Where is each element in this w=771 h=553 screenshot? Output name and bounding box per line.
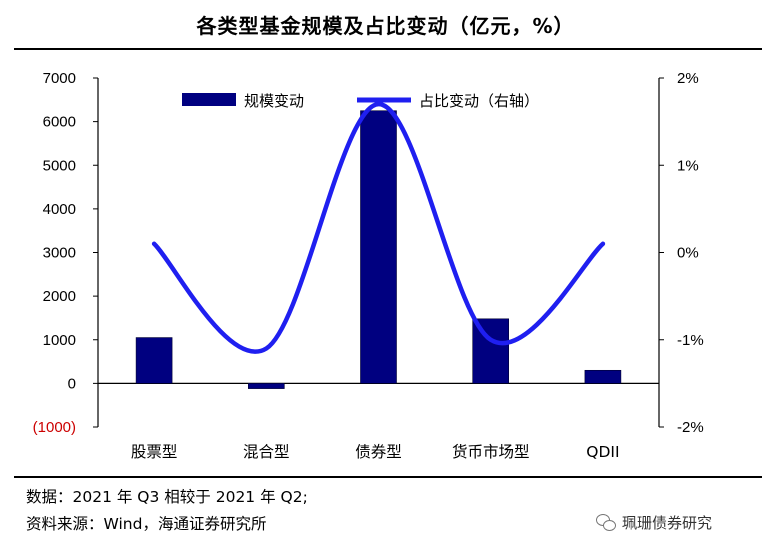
bar-2 <box>248 383 285 389</box>
right-axis-tick-label: 2% <box>677 70 699 87</box>
category-label-1: 股票型 <box>131 443 178 461</box>
left-axis-tick-label: 0 <box>68 375 76 392</box>
chart-title: 各类型基金规模及占比变动（亿元，%） <box>196 14 575 38</box>
left-axis-tick-label: (1000) <box>33 419 76 436</box>
right-axis-tick-label: 1% <box>677 157 699 174</box>
left-axis-tick-label: 2000 <box>43 288 76 305</box>
right-axis-tick-label: -1% <box>677 332 704 349</box>
top-rule <box>14 48 762 50</box>
right-axis-tick-label: -2% <box>677 419 704 436</box>
left-axis-tick-label: 5000 <box>43 157 76 174</box>
category-label-5: QDII <box>586 443 619 461</box>
combo-chart: 7000 6000 5000 4000 3000 2000 1000 0 (1000) 2% 1% 0… <box>33 70 704 461</box>
watermark-text: 珮珊债券研究 <box>622 513 713 532</box>
left-axis-tick-label: 7000 <box>43 70 76 87</box>
bar-1 <box>135 337 173 384</box>
legend-label-bar: 规模变动 <box>244 92 304 110</box>
note-data-period: 数据：2021 年 Q3 相较于 2021 年 Q2; <box>26 488 308 506</box>
bar-5 <box>584 369 622 384</box>
category-label-3: 债券型 <box>355 443 402 461</box>
right-axis-tick-label: 0% <box>677 245 699 262</box>
left-axis-tick-label: 4000 <box>43 201 76 218</box>
left-axis-tick-label: 6000 <box>43 114 76 131</box>
legend-label-line: 占比变动（右轴） <box>419 92 539 110</box>
left-axis-tick-label: 3000 <box>43 245 76 262</box>
category-label-2: 混合型 <box>243 443 290 461</box>
note-source: 资料来源：Wind，海通证券研究所 <box>26 515 267 533</box>
left-axis-tick-label: 1000 <box>43 332 76 349</box>
watermark: 珮珊债券研究 <box>596 509 756 535</box>
legend-swatch-bar <box>182 93 236 106</box>
bottom-rule <box>14 476 762 478</box>
category-label-4: 货币市场型 <box>452 443 530 461</box>
wechat-icon <box>596 513 616 531</box>
bar-3 <box>360 110 397 384</box>
